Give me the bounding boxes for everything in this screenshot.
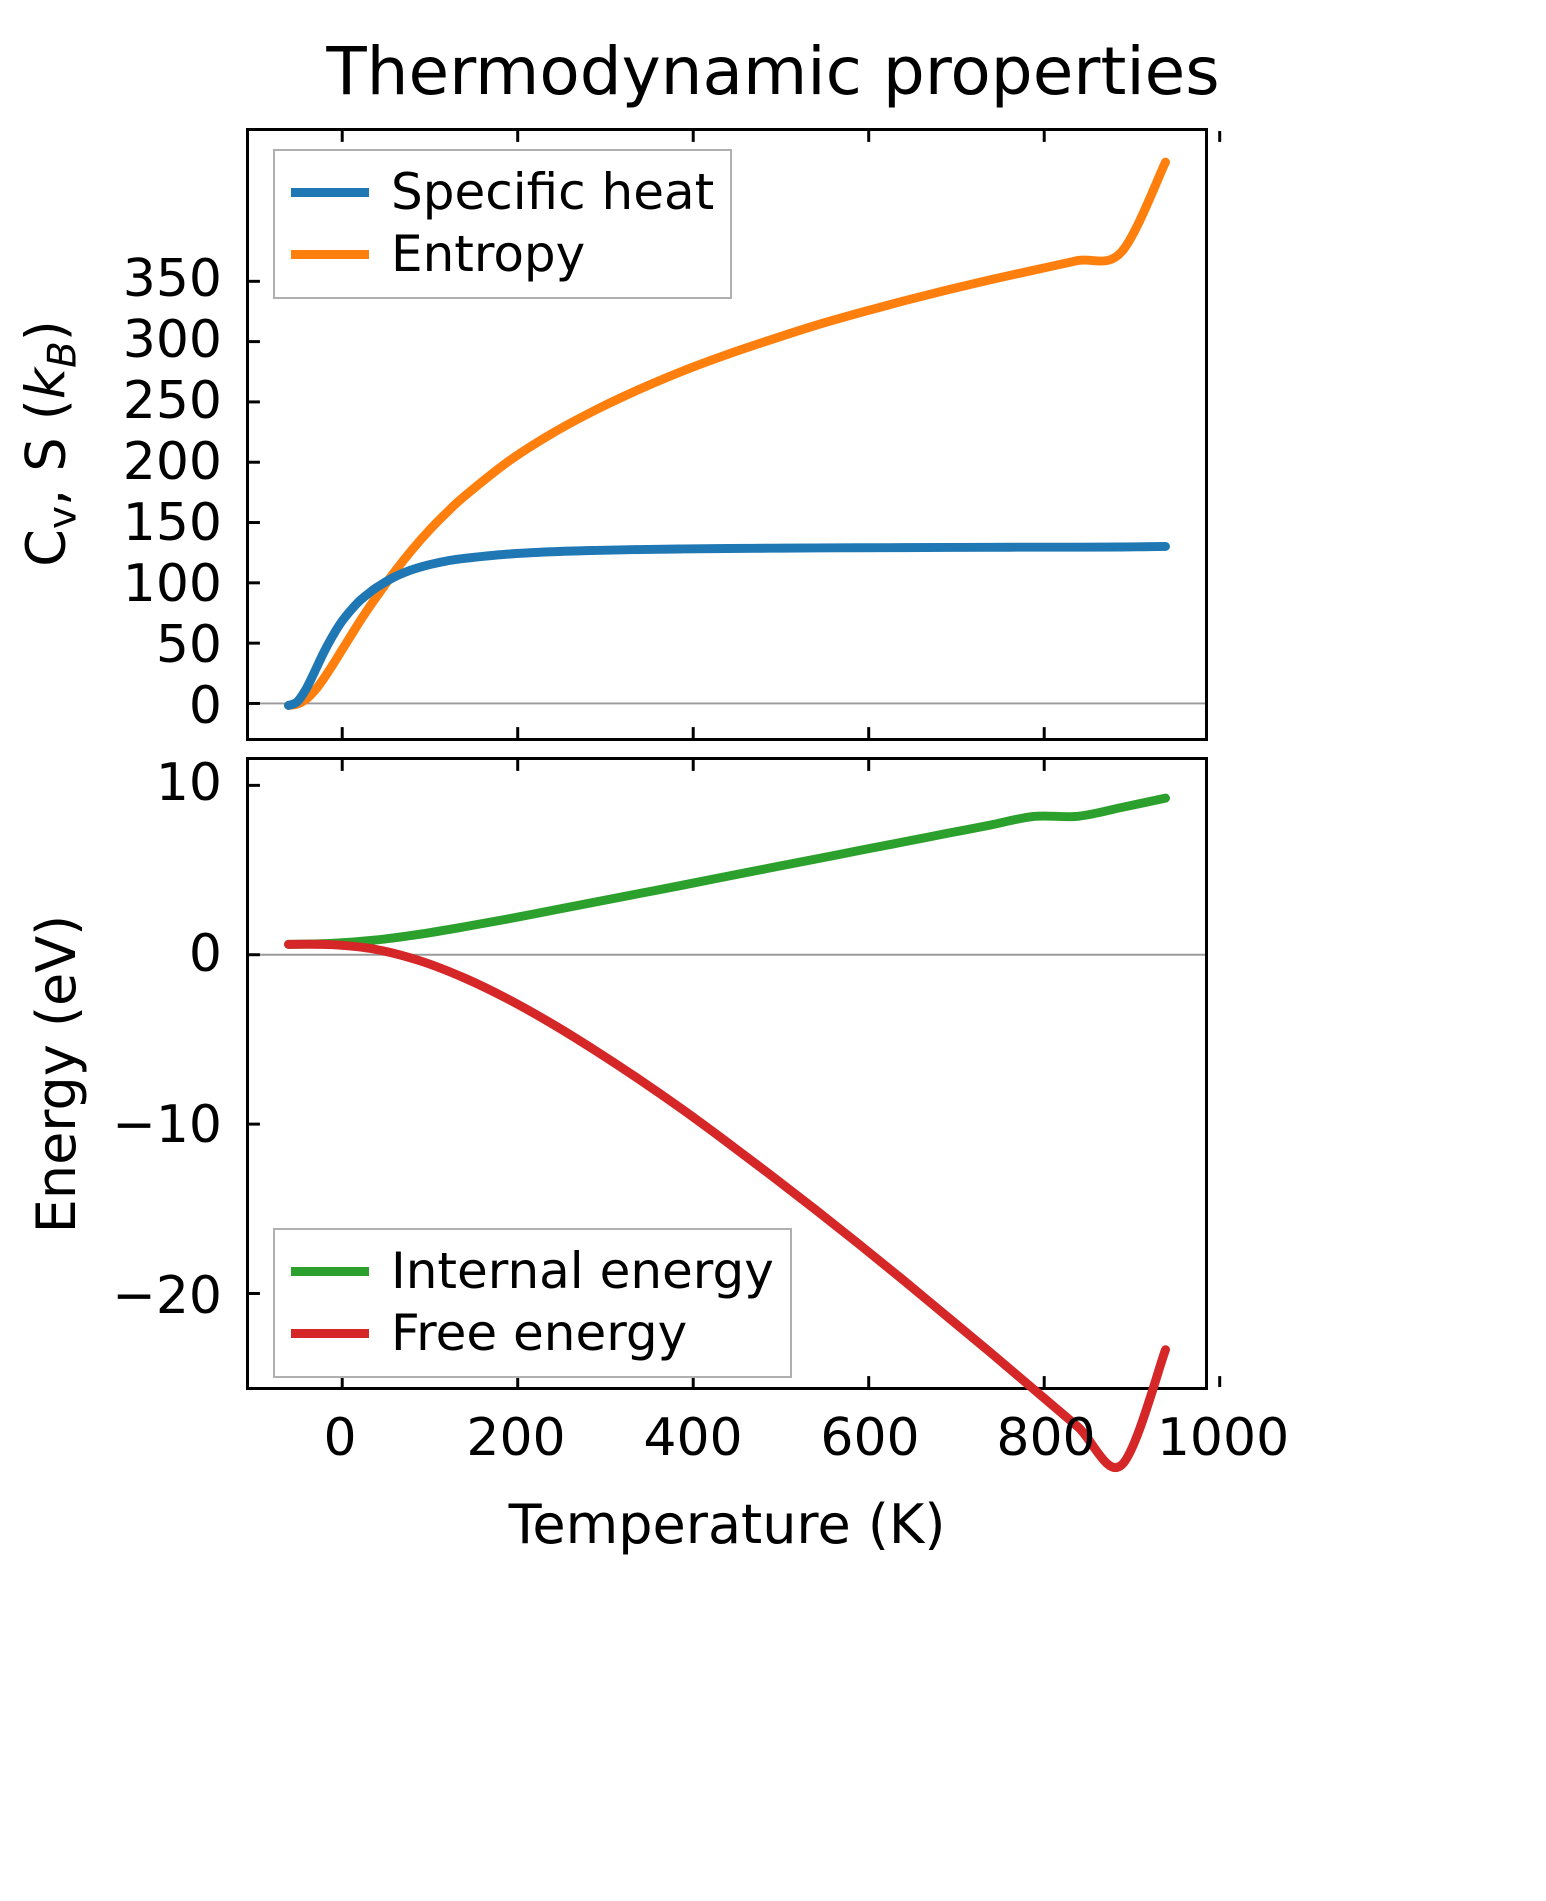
ylabel-top-c: C <box>14 529 78 567</box>
legend-item-entropy[interactable]: Entropy <box>291 223 714 285</box>
legend-swatch-internal-energy <box>291 1266 369 1276</box>
ytick-top-350: 350 <box>122 249 222 309</box>
ytick-bottom-m20: −20 <box>112 1266 222 1326</box>
series-free-energy-line <box>284 939 1170 1472</box>
ytick-top-50: 50 <box>155 615 222 675</box>
legend-label-entropy: Entropy <box>391 225 586 283</box>
xtick-800: 800 <box>996 1408 1096 1468</box>
ytick-top-100: 100 <box>122 554 222 614</box>
legend-label-specific-heat: Specific heat <box>391 163 715 221</box>
bottom-panel-plot <box>249 793 1205 1472</box>
series-internal-energy-line <box>284 793 1170 949</box>
xtick-400: 400 <box>643 1408 743 1468</box>
legend-top-panel[interactable]: Specific heat Entropy <box>273 149 733 299</box>
figure-title: Thermodynamic properties <box>326 33 1220 110</box>
legend-item-specific-heat[interactable]: Specific heat <box>291 161 714 223</box>
ytick-top-250: 250 <box>122 371 222 431</box>
ylabel-bottom-panel: Energy (eV) <box>25 914 88 1234</box>
legend-item-free-energy[interactable]: Free energy <box>291 1302 774 1364</box>
legend-swatch-specific-heat <box>291 187 369 197</box>
ylabel-top-rest: , S ( <box>14 399 78 507</box>
xtick-0: 0 <box>323 1408 357 1468</box>
ytick-top-300: 300 <box>122 310 222 370</box>
ytick-top-0: 0 <box>188 676 222 736</box>
series-specific-heat-line <box>284 541 1170 710</box>
axes-bottom-panel: Internal energy Free energy <box>246 757 1222 1472</box>
xtick-1000: 1000 <box>1156 1408 1290 1468</box>
ytick-bottom-0: 0 <box>188 924 222 984</box>
ytick-bottom-m10: −10 <box>112 1095 222 1155</box>
axes-top-panel: Specific heat Entropy <box>246 128 1222 741</box>
ylabel-top-k: k <box>14 367 78 400</box>
ytick-bottom-10: 10 <box>155 753 222 813</box>
legend-item-internal-energy[interactable]: Internal energy <box>291 1240 774 1302</box>
legend-swatch-free-energy <box>291 1328 369 1338</box>
ylabel-top-panel: Cv, S (kB) <box>15 283 92 603</box>
series-entropy-line <box>284 157 1170 710</box>
xtick-200: 200 <box>466 1408 566 1468</box>
top-panel-plot <box>249 157 1205 710</box>
ytick-top-200: 200 <box>122 432 222 492</box>
ytick-top-150: 150 <box>122 493 222 553</box>
ylabel-top-b: B <box>40 341 86 368</box>
legend-label-free-energy: Free energy <box>391 1304 688 1362</box>
ylabel-top-v: v <box>40 506 86 530</box>
xtick-600: 600 <box>820 1408 920 1468</box>
legend-bottom-panel[interactable]: Internal energy Free energy <box>273 1228 792 1378</box>
xlabel-temperature: Temperature (K) <box>508 1493 946 1556</box>
legend-label-internal-energy: Internal energy <box>391 1242 774 1300</box>
legend-swatch-entropy <box>291 249 369 259</box>
ylabel-top-close: ) <box>14 320 78 342</box>
